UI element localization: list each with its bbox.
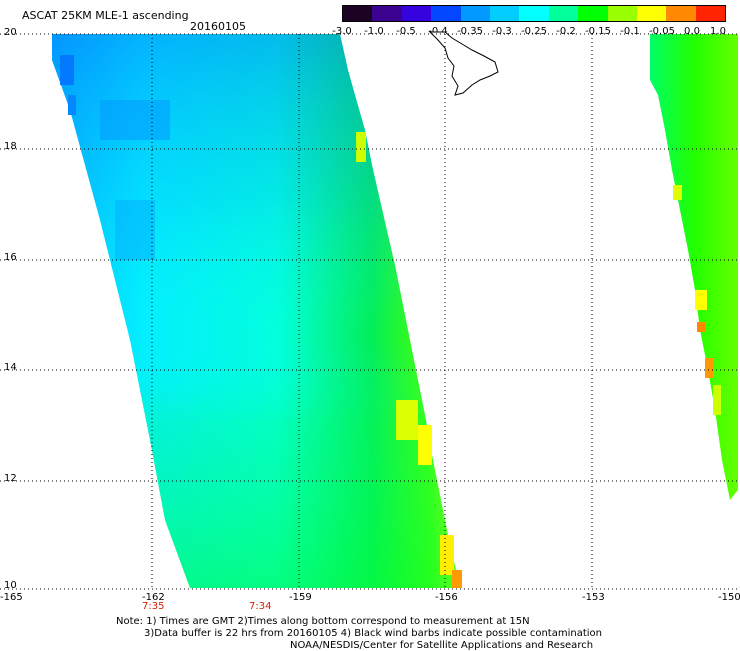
pass-time: 7:35 (142, 601, 165, 612)
swath-cell-high (697, 322, 705, 332)
island-coastline (428, 31, 499, 96)
lon-label: -153 (582, 592, 605, 603)
swath-cell-high (673, 185, 682, 200)
swath-cell-high (713, 385, 721, 415)
swath-cell-high (705, 358, 713, 378)
lat-label: 20 (4, 27, 17, 38)
pass-time: 7:34 (249, 601, 272, 612)
swath-right-base (650, 34, 738, 500)
lon-label: -165 (0, 592, 23, 603)
lat-label: 12 (4, 473, 17, 484)
note-line-3: NOAA/NESDIS/Center for Satellite Applica… (290, 640, 594, 651)
lon-label: -162 (142, 592, 165, 603)
lat-label: 10 (4, 580, 17, 591)
graticule (0, 33, 740, 590)
lon-label: -156 (435, 592, 458, 603)
lon-label: -150 (718, 592, 740, 603)
lat-label: 18 (4, 141, 17, 152)
lat-label: 14 (4, 362, 17, 373)
swath-right (650, 34, 738, 500)
lon-label: -159 (289, 592, 312, 603)
note-line-2: 3)Data buffer is 22 hrs from 20160105 4)… (144, 628, 602, 639)
lat-label: 16 (4, 252, 17, 263)
swath-cell-high (695, 290, 707, 310)
note-line-1: Note: 1) Times are GMT 2)Times along bot… (116, 616, 530, 627)
